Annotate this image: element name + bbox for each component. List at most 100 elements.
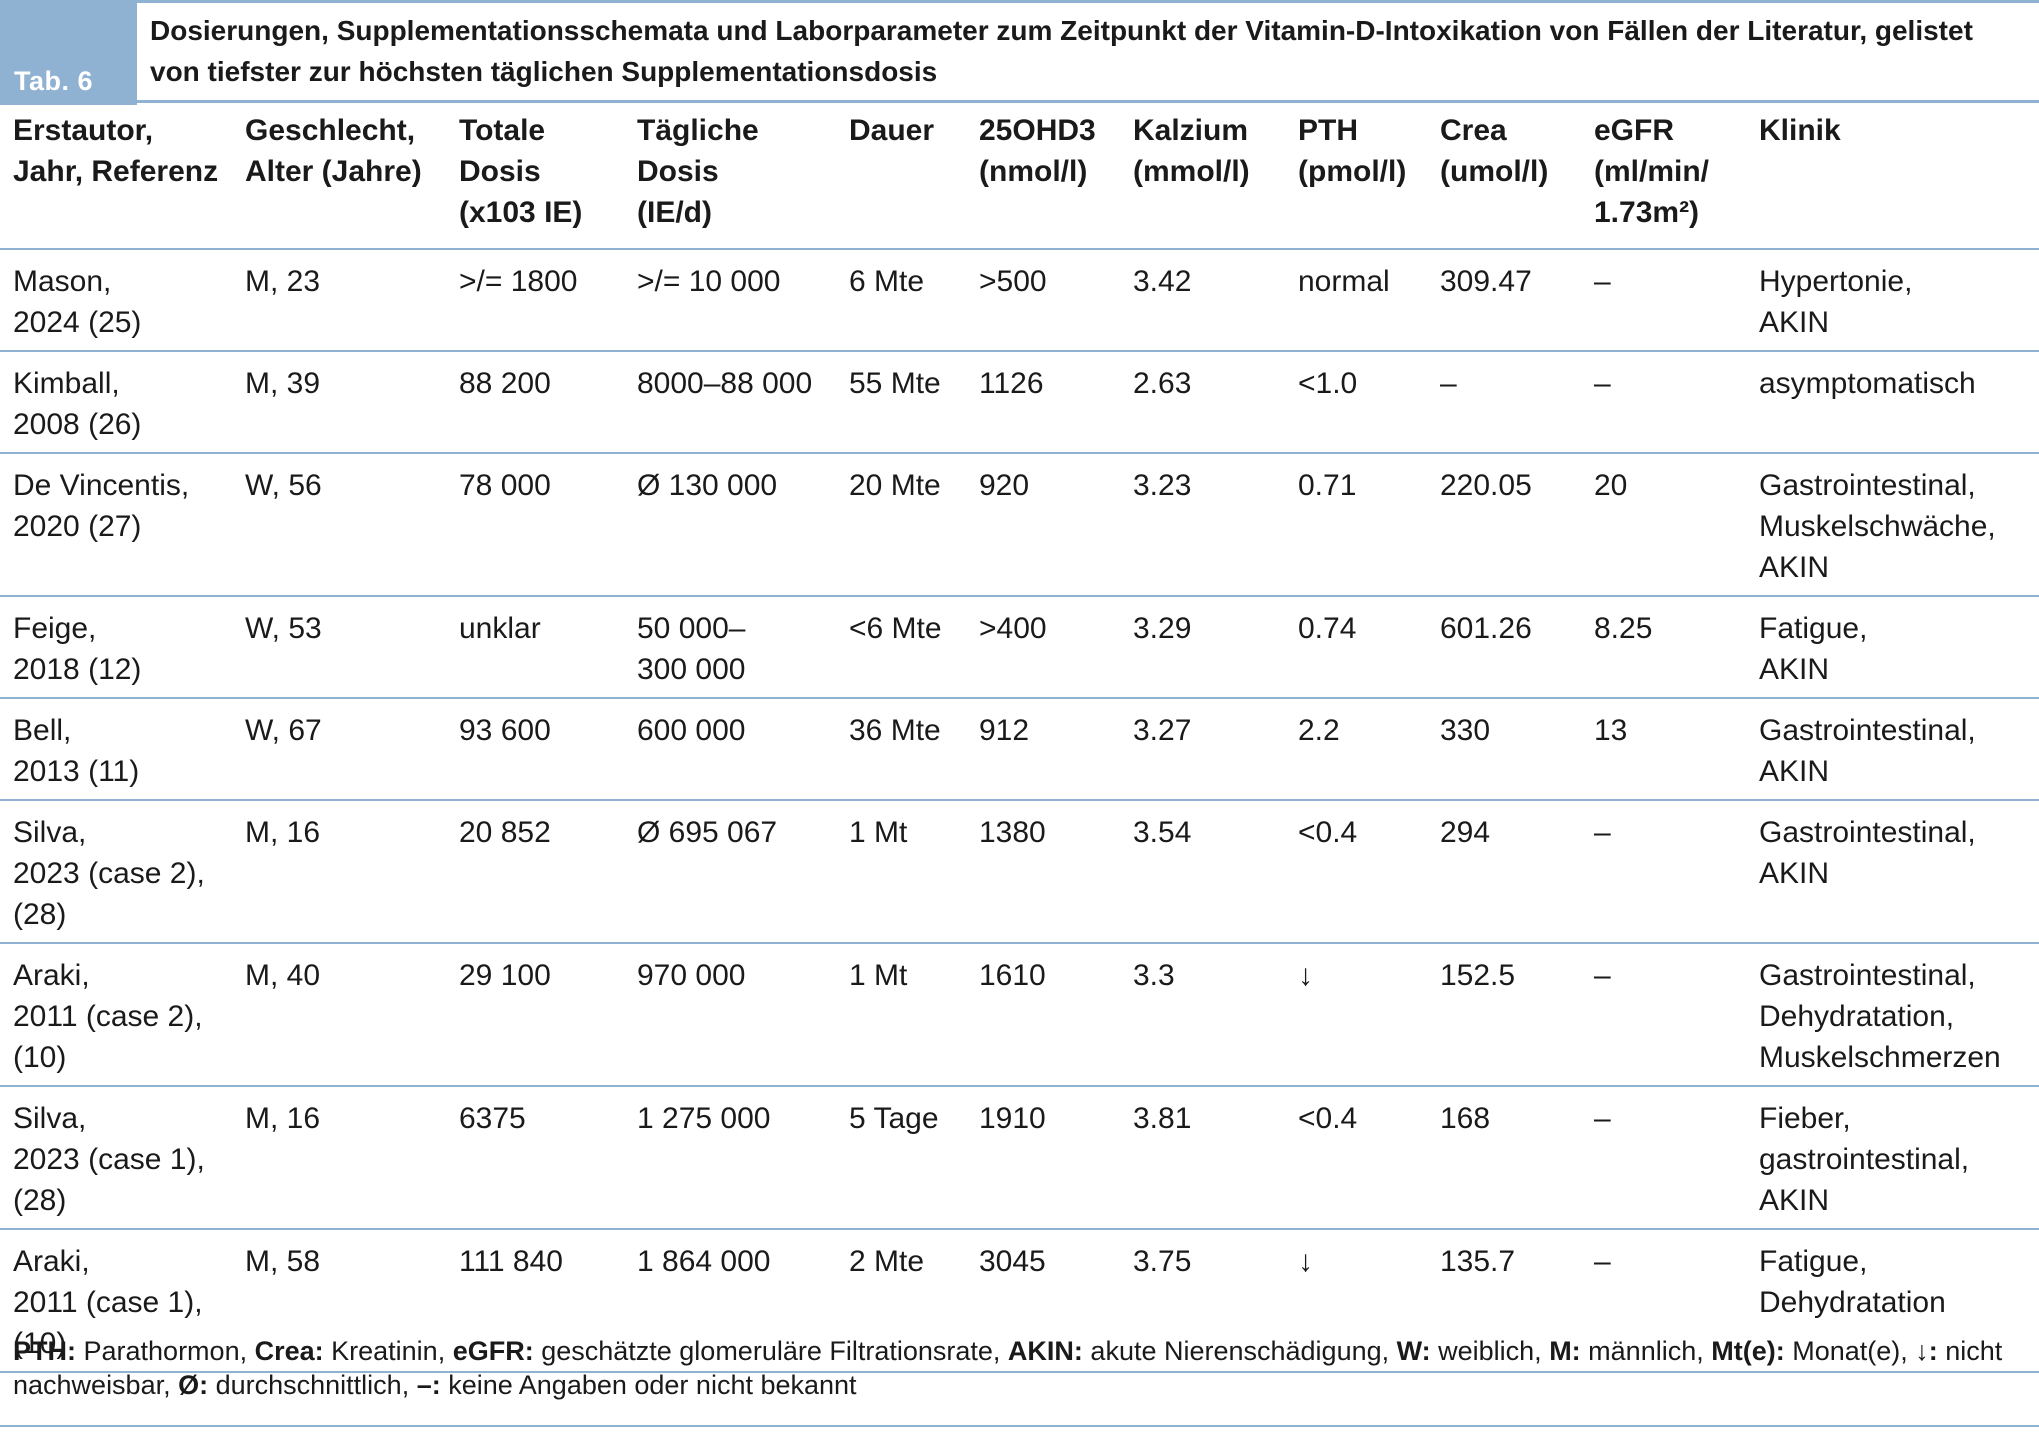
table-cell: 3.54 <box>1120 800 1285 943</box>
table-cell: 2.2 <box>1285 698 1427 800</box>
table-cell: 970 000 <box>624 943 836 1086</box>
table-cell: – <box>1581 943 1746 1086</box>
footnote-definition: Parathormon, <box>76 1336 255 1366</box>
table-cell: ↓ <box>1285 943 1427 1086</box>
table-cell-line: 3.54 <box>1133 816 1192 849</box>
table-cell: 0.71 <box>1285 453 1427 596</box>
footnote-term: Mt(e): <box>1711 1336 1785 1366</box>
table-cell: M, 16 <box>232 1086 446 1229</box>
footnote-term: –: <box>416 1370 441 1400</box>
table-cell-line: 1 275 000 <box>637 1102 771 1135</box>
table-cell-line: Ø 130 000 <box>637 469 778 502</box>
column-header-line: eGFR <box>1594 114 1675 147</box>
table-cell-line: 2024 (25) <box>13 306 142 339</box>
table-cell-line: 20 <box>1594 469 1628 502</box>
table-cell-line: 1910 <box>979 1102 1046 1135</box>
table-cell-line: <0.4 <box>1298 816 1358 849</box>
footnote-term: M: <box>1549 1336 1581 1366</box>
table-cell: 309.47 <box>1427 249 1581 351</box>
table-cell-line: 111 840 <box>459 1245 563 1278</box>
footnote-term: eGFR: <box>452 1336 534 1366</box>
column-header-line: (IE/d) <box>637 196 712 229</box>
table-cell-line: <0.4 <box>1298 1102 1358 1135</box>
table-cell-line: 294 <box>1440 816 1491 849</box>
table-cell: De Vincentis, 2020 (27) <box>0 453 232 596</box>
table-cell-line: 220.05 <box>1440 469 1532 502</box>
table-cell-line: 6375 <box>459 1102 526 1135</box>
column-header-line: (umol/l) <box>1440 155 1549 188</box>
table-cell-line: – <box>1594 367 1611 400</box>
table-cell-line: 330 <box>1440 714 1491 747</box>
column-header: PTH (pmol/l) <box>1285 105 1427 249</box>
table-cell: Silva, 2023 (case 2), (28) <box>0 800 232 943</box>
column-header-line: Dosis <box>637 155 719 188</box>
table-cell: >500 <box>966 249 1120 351</box>
table-cell: – <box>1581 1086 1746 1229</box>
table-cell-line: normal <box>1298 265 1390 298</box>
column-header-line: Kalzium <box>1133 114 1249 147</box>
table-row: Silva, 2023 (case 2), (28) M, 16 20 852 Ø 695… <box>0 800 2039 943</box>
table-cell-line: 2 Mte <box>849 1245 925 1278</box>
table-cell: 3.23 <box>1120 453 1285 596</box>
footnote-term: Ø: <box>178 1370 209 1400</box>
table-cell: unklar <box>446 596 624 698</box>
table-cell: 1380 <box>966 800 1120 943</box>
column-header-line: Totale <box>459 114 546 147</box>
table-cell: 912 <box>966 698 1120 800</box>
table-cell-line: Dehydratation <box>1759 1286 1946 1319</box>
table-cell-line: Gastrointestinal, <box>1759 959 1976 992</box>
table-cell-line: Gastrointestinal, <box>1759 714 1976 747</box>
table-cell-line: W, 56 <box>245 469 322 502</box>
column-header-line: (ml/min/ <box>1594 155 1710 188</box>
table-cell-line: – <box>1594 1102 1611 1135</box>
table-cell: 1126 <box>966 351 1120 453</box>
table-row: Silva, 2023 (case 1), (28) M, 16 6375 1 275 0… <box>0 1086 2039 1229</box>
column-header-line: Dauer <box>849 114 935 147</box>
table-cell-line: 3.23 <box>1133 469 1192 502</box>
table-cell-line: De Vincentis, <box>13 469 190 502</box>
table-cell: Fatigue, AKIN <box>1746 596 2039 698</box>
column-header: Geschlecht, Alter (Jahre) <box>232 105 446 249</box>
column-header-line: 1.73m²) <box>1594 196 1700 229</box>
table-cell-line: Muskelschmerzen <box>1759 1041 2001 1074</box>
table-cell-line: Bell, <box>13 714 72 747</box>
table-label: Tab. 6 <box>14 66 94 96</box>
table-cell: >/= 1800 <box>446 249 624 351</box>
table-cell-line: 55 Mte <box>849 367 941 400</box>
table-cell-line: (10) <box>13 1327 67 1360</box>
table-cell: 920 <box>966 453 1120 596</box>
table-cell: 3.42 <box>1120 249 1285 351</box>
table-cell-line: 601.26 <box>1440 612 1532 645</box>
table-cell: Gastrointestinal, AKIN <box>1746 698 2039 800</box>
table-cell: 600 000 <box>624 698 836 800</box>
table-cell: Ø 130 000 <box>624 453 836 596</box>
table-cell: 88 200 <box>446 351 624 453</box>
table-cell-line: 88 200 <box>459 367 551 400</box>
column-header-line: Dosis <box>459 155 541 188</box>
column-header: 25OHD3 (nmol/l) <box>966 105 1120 249</box>
table-body: Mason, 2024 (25) M, 23 >/= 1800 >/= 10 000 6 … <box>0 249 2039 1372</box>
table-cell: – <box>1581 1229 1746 1372</box>
table-cell-line: 152.5 <box>1440 959 1516 992</box>
table-cell-line: 36 Mte <box>849 714 941 747</box>
table-cell-line: asymptomatisch <box>1759 367 1976 400</box>
footnote-definition: durchschnittlich, <box>208 1370 417 1400</box>
table-cell-line: M, 58 <box>245 1245 321 1278</box>
table-cell-line: 3.3 <box>1133 959 1175 992</box>
table-cell-line: <1.0 <box>1298 367 1358 400</box>
column-header-line: (nmol/l) <box>979 155 1088 188</box>
table-cell: 1 864 000 <box>624 1229 836 1372</box>
column-header: Klinik <box>1746 105 2039 249</box>
table-cell-line: M, 23 <box>245 265 321 298</box>
table-cell-line: 1610 <box>979 959 1046 992</box>
table-cell-line: 3045 <box>979 1245 1046 1278</box>
table-cell-line: Gastrointestinal, <box>1759 816 1976 849</box>
table-cell-line: 920 <box>979 469 1030 502</box>
column-header-line: 25OHD3 <box>979 114 1096 147</box>
table-cell-line: AKIN <box>1759 551 1830 584</box>
table-cell-line: M, 16 <box>245 816 321 849</box>
column-header-line: (mmol/l) <box>1133 155 1250 188</box>
footnote-term: AKIN: <box>1007 1336 1083 1366</box>
table-cell: 8000–88 000 <box>624 351 836 453</box>
column-header: Erstautor, Jahr, Referenz <box>0 105 232 249</box>
